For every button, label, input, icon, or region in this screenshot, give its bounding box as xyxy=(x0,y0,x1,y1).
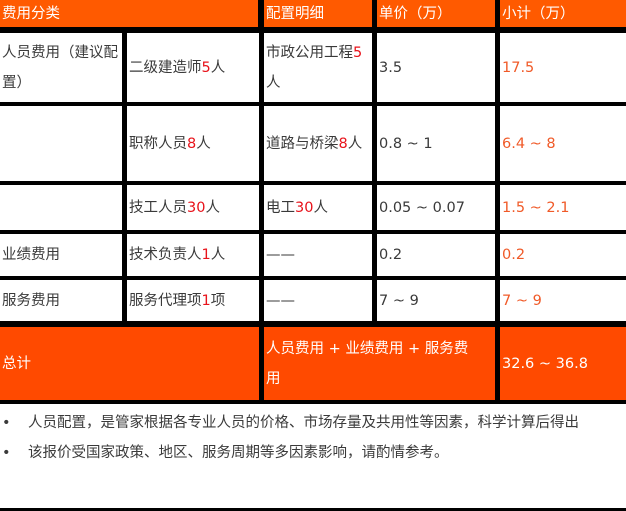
row-item: 职称人员8人 xyxy=(127,106,259,181)
row-unit-price: 7 ~ 9 xyxy=(377,280,495,321)
row-item: 服务代理项1项 xyxy=(127,280,259,321)
row-subtotal: 1.5 ~ 2.1 xyxy=(500,185,626,230)
row-category: 服务费用 xyxy=(0,280,122,321)
row-detail: —— xyxy=(264,234,372,276)
row-category xyxy=(0,185,122,230)
header-detail: 配置明细 xyxy=(264,0,372,27)
row-unit-price: 3.5 xyxy=(377,33,495,102)
row-category: 人员费用（建议配置） xyxy=(0,33,122,102)
note-item: • 人员配置，是管家根据各专业人员的价格、市场存量及共用性等因素，科学计算后得出 xyxy=(2,408,626,438)
header-unit-price: 单价（万） xyxy=(377,0,495,27)
row-subtotal: 17.5 xyxy=(500,33,626,102)
row-detail: 电工30人 xyxy=(264,185,372,230)
row-unit-price: 0.8 ~ 1 xyxy=(377,106,495,181)
row-detail: 市政公用工程5人 xyxy=(264,33,372,102)
row-category: 业绩费用 xyxy=(0,234,122,276)
row-subtotal: 0.2 xyxy=(500,234,626,276)
row-item: 二级建造师5人 xyxy=(127,33,259,102)
row-detail: —— xyxy=(264,280,372,321)
bullet-icon: • xyxy=(2,445,11,461)
notes: • 人员配置，是管家根据各专业人员的价格、市场存量及共用性等因素，科学计算后得出 … xyxy=(0,404,626,508)
row-item: 技术负责人1人 xyxy=(127,234,259,276)
row-detail: 道路与桥梁8人 xyxy=(264,106,372,181)
row-item: 技工人员30人 xyxy=(127,185,259,230)
header-subtotal: 小计（万） xyxy=(500,0,626,27)
total-formula: 人员费用 + 业绩费用 + 服务费用 xyxy=(264,327,495,400)
total-label: 总计 xyxy=(0,327,259,400)
header-category: 费用分类 xyxy=(0,0,258,27)
row-unit-price: 0.2 xyxy=(377,234,495,276)
total-value: 32.6 ~ 36.8 xyxy=(500,327,626,400)
note-item: • 该报价受国家政策、地区、服务周期等多因素影响，请酌情参考。 xyxy=(2,438,626,468)
row-category xyxy=(0,106,122,181)
row-unit-price: 0.05 ~ 0.07 xyxy=(377,185,495,230)
row-subtotal: 7 ~ 9 xyxy=(500,280,626,321)
bullet-icon: • xyxy=(2,415,11,431)
row-subtotal: 6.4 ~ 8 xyxy=(500,106,626,181)
